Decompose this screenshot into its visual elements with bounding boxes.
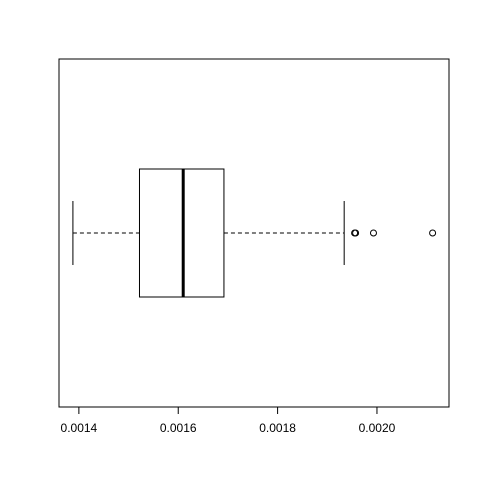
outlier-point (352, 229, 360, 237)
x-tick-label: 0.0016 (160, 421, 197, 435)
x-tick-label: 0.0014 (61, 421, 98, 435)
outlier-point (369, 229, 377, 237)
x-tick-label: 0.0018 (259, 421, 296, 435)
boxplot (72, 168, 437, 298)
x-axis: 0.0014 0.0016 0.0018 0.0020 (61, 406, 396, 435)
x-tick-label: 0.0020 (359, 421, 396, 435)
outlier-point (429, 229, 437, 237)
